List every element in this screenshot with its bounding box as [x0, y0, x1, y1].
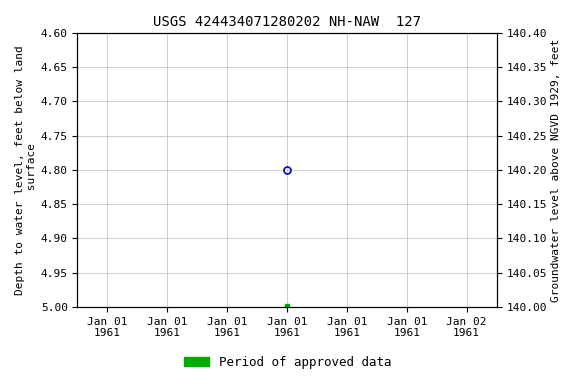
Y-axis label: Depth to water level, feet below land
 surface: Depth to water level, feet below land su…: [15, 45, 37, 295]
Y-axis label: Groundwater level above NGVD 1929, feet: Groundwater level above NGVD 1929, feet: [551, 38, 561, 301]
Title: USGS 424434071280202 NH-NAW  127: USGS 424434071280202 NH-NAW 127: [153, 15, 421, 29]
Legend: Period of approved data: Period of approved data: [179, 351, 397, 374]
